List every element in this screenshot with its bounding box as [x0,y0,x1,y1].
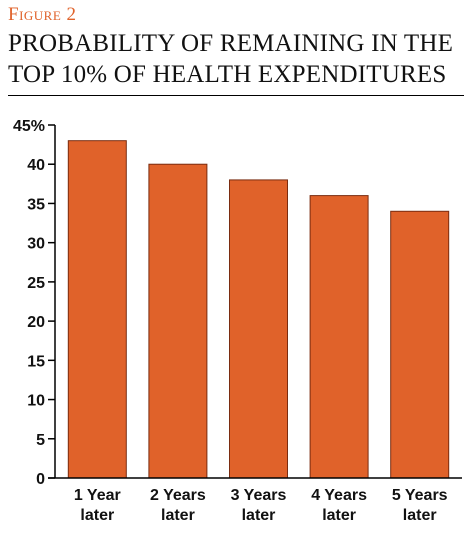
bar [390,210,450,479]
figure-label: Figure 2 [8,4,77,25]
y-tick-label: 35 [27,196,45,213]
y-tick-label: 20 [27,314,45,331]
chart-title: PROBABILITY OF REMAINING IN THE TOP 10% … [8,30,454,88]
x-tick-label: later [403,507,437,524]
title-rule [8,95,464,96]
x-tick-label: 2 Years [150,487,206,504]
x-tick-label: later [80,507,114,524]
x-tick-label: 4 Years [311,487,367,504]
y-tick-label: 30 [27,236,45,253]
bar [148,163,208,479]
x-tick-label: later [322,507,356,524]
y-axis: 0 5 10 15 20 25 30 35 40 45% [13,118,56,488]
x-tick-label: 1 Year [74,487,121,504]
x-tick-label: later [242,507,276,524]
x-tick-label: 5 Years [392,487,448,504]
y-tick-label: 15 [27,353,45,370]
y-tick-label: 10 [27,393,45,410]
bar [229,179,288,479]
y-tick-label: 0 [36,471,45,488]
bars [67,140,450,479]
y-tick-label: 5 [36,432,45,449]
y-tick-label: 40 [27,157,45,174]
bar [67,140,127,479]
y-tick-label: 25 [27,275,45,292]
x-tick-label: 3 Years [231,487,287,504]
bar [309,195,369,479]
x-axis: 1 Year later 2 Years later 3 Years later 4 Yea… [48,477,462,524]
x-tick-label: later [161,507,195,524]
y-tick-label: 45% [13,118,45,135]
